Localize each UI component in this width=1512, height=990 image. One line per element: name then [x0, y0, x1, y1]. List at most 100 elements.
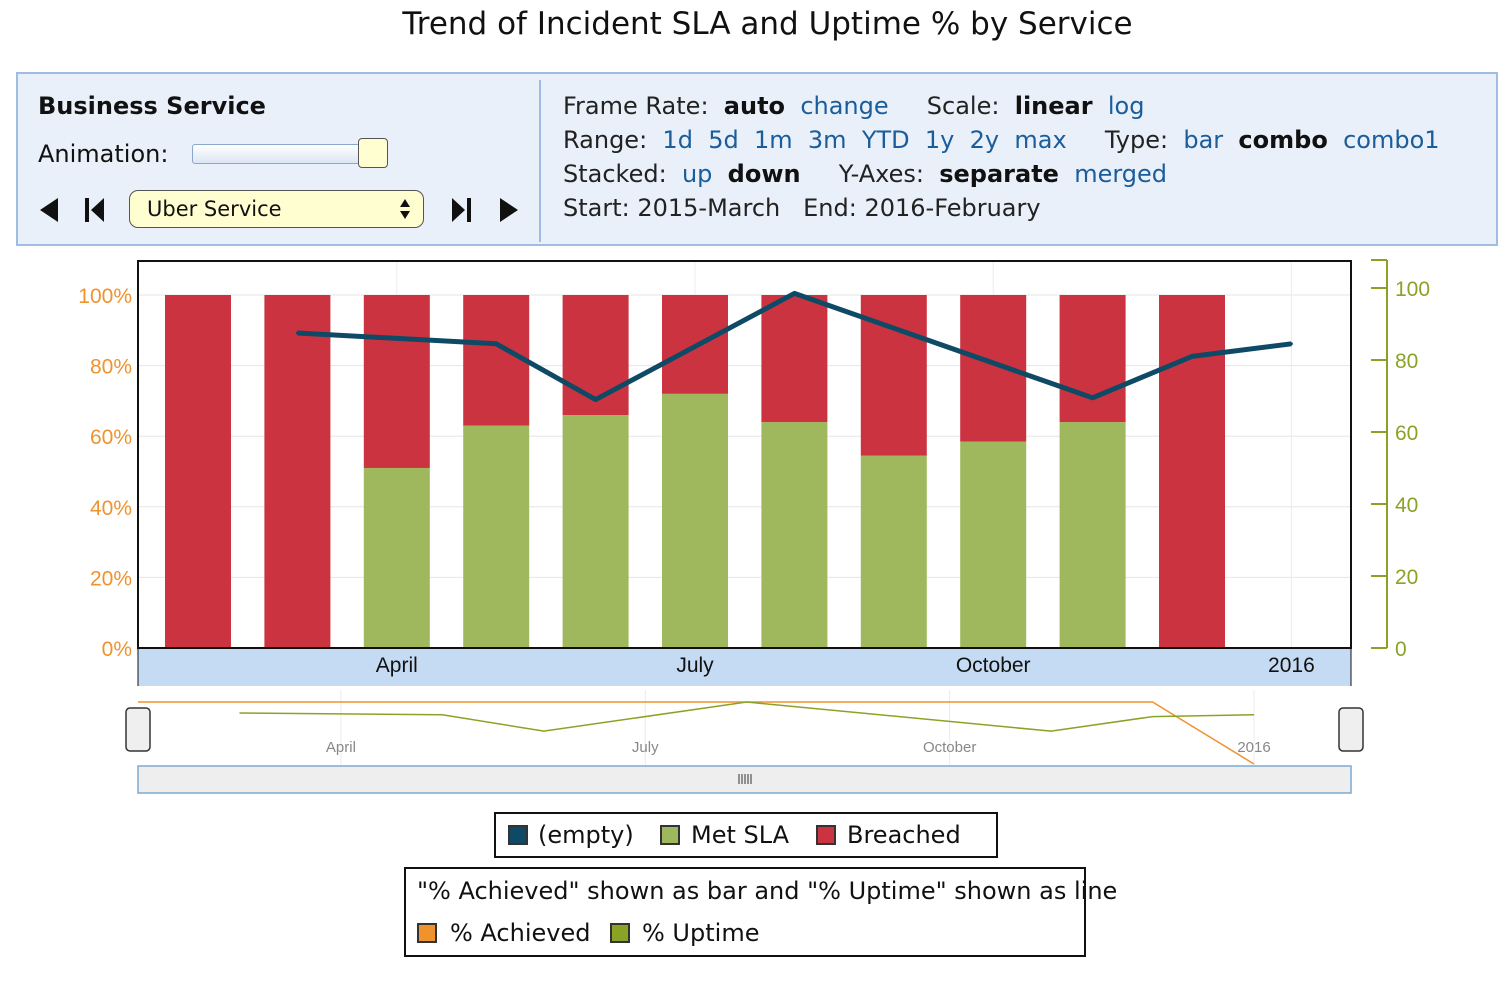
left-axis: 0% 20% 40% 60% 80% 100%: [78, 285, 132, 661]
scale-log-link[interactable]: log: [1107, 92, 1145, 120]
x-tick-label: July: [676, 654, 714, 677]
line-point: [792, 291, 796, 295]
select-arrows-icon: [400, 199, 410, 219]
last-frame-icon[interactable]: [446, 194, 476, 226]
next-icon[interactable]: [492, 194, 522, 226]
navigator-lines: [138, 701, 1255, 765]
end-date: End: 2016-February: [803, 194, 1041, 222]
bar-breached: [1059, 295, 1126, 423]
range-option[interactable]: 1y: [924, 126, 955, 154]
business-service-heading: Business Service: [38, 92, 266, 120]
x-tick-label: October: [956, 654, 1031, 677]
frame-scale-row: Frame Rate: auto change Scale: linear lo…: [563, 92, 1144, 120]
range-option[interactable]: 5d: [708, 126, 739, 154]
bar-met-sla: [662, 393, 728, 648]
bar-breached: [761, 295, 828, 423]
bar-breached: [562, 295, 629, 416]
line-point: [494, 342, 498, 346]
frame-rate-label: Frame Rate:: [563, 92, 709, 120]
line-point: [1190, 354, 1194, 358]
navigator-tick-labels: April July October 2016: [326, 739, 1271, 756]
bar-breached: [165, 295, 231, 648]
legend-swatch-empty: [508, 825, 528, 845]
bar-met-sla: [562, 415, 629, 648]
type-combo1-link[interactable]: combo1: [1343, 126, 1440, 154]
type-label: Type:: [1104, 126, 1169, 154]
navigator-uptime-line: [239, 701, 1255, 732]
frame-rate-change-link[interactable]: change: [800, 92, 889, 120]
range-option[interactable]: 1d: [662, 126, 693, 154]
line-point: [1289, 342, 1293, 346]
bar-breached: [1159, 295, 1225, 648]
range-option[interactable]: 2y: [969, 126, 1000, 154]
scale-selected: linear: [1014, 92, 1093, 120]
range-option[interactable]: 1m: [753, 126, 793, 154]
stacked-selected: down: [727, 160, 801, 188]
bar-breached: [363, 295, 430, 468]
bar-met-sla: [960, 441, 1027, 648]
stacked-label: Stacked:: [563, 160, 667, 188]
navigator-tick-label: April: [326, 739, 356, 756]
type-bar-link[interactable]: bar: [1183, 126, 1224, 154]
legend-swatch-breached: [816, 825, 836, 845]
left-axis-tick-label: 100%: [78, 285, 132, 308]
scale-label: Scale:: [926, 92, 1000, 120]
legend-label-uptime: % Uptime: [642, 919, 760, 947]
legend-swatch-uptime: [610, 923, 630, 943]
legend-swatch-met-sla: [660, 825, 680, 845]
chart-title: Trend of Incident SLA and Uptime % by Se…: [402, 6, 1133, 42]
legend-swatch-achieved: [417, 923, 437, 943]
panel-divider: [539, 80, 541, 242]
line-point: [594, 398, 598, 402]
animation-slider-handle[interactable]: [358, 138, 388, 168]
bar-met-sla: [860, 455, 927, 648]
left-axis-tick-label: 20%: [90, 567, 132, 590]
bars-layer: [165, 295, 1225, 648]
bar-breached: [264, 295, 331, 648]
scrollbar-grip-icon: [738, 774, 752, 784]
right-axis-tick-label: 80: [1395, 350, 1418, 373]
service-select-value: Uber Service: [147, 197, 282, 221]
range-option[interactable]: YTD: [861, 126, 910, 154]
legend-label-empty: (empty): [538, 821, 634, 849]
animation-label: Animation:: [38, 140, 169, 168]
overview-legend: "% Achieved" shown as bar and "% Uptime"…: [404, 867, 1117, 957]
navigator-left-handle[interactable]: [125, 707, 151, 752]
bar-met-sla: [463, 425, 530, 648]
x-tick-label: April: [376, 654, 418, 677]
type-selected: combo: [1238, 126, 1328, 154]
y-axes-merged-link[interactable]: merged: [1074, 160, 1168, 188]
overview-note-text: "% Achieved" shown as bar and "% Uptime"…: [417, 877, 1118, 905]
range-option[interactable]: max: [1014, 126, 1067, 154]
stacked-axes-row: Stacked: up down Y-Axes: separate merged: [563, 160, 1167, 188]
navigator-tick-label: October: [923, 739, 976, 756]
navigator-tick-label: 2016: [1237, 739, 1270, 756]
plot-area: [138, 261, 1351, 648]
left-axis-tick-label: 0%: [102, 638, 132, 661]
y-axes-selected: separate: [939, 160, 1059, 188]
control-panel: Business Service Animation: Uber Service…: [16, 72, 1498, 246]
x-tick-label: 2016: [1268, 654, 1315, 677]
right-axis-tick-label: 20: [1395, 566, 1418, 589]
right-axis-tick-label: 60: [1395, 422, 1418, 445]
navigator-achieved-line: [138, 701, 1255, 765]
line-point: [295, 331, 299, 335]
date-range-row: Start: 2015-March End: 2016-February: [563, 194, 1041, 222]
x-axis-band: [138, 648, 1351, 686]
y-axes-label: Y-Axes:: [838, 160, 924, 188]
navigator-right-handle[interactable]: [1338, 707, 1364, 752]
line-point: [1091, 396, 1095, 400]
service-select[interactable]: Uber Service: [129, 190, 424, 228]
first-frame-icon[interactable]: [80, 194, 110, 226]
range-label: Range:: [563, 126, 648, 154]
previous-icon[interactable]: [36, 194, 66, 226]
right-axis: 0 20 40 60 80 100: [1371, 259, 1430, 661]
navigator-tick-label: July: [632, 739, 659, 756]
range-option[interactable]: 3m: [807, 126, 847, 154]
bar-met-sla: [1059, 422, 1126, 648]
left-axis-tick-label: 40%: [90, 497, 132, 520]
stacked-up-link[interactable]: up: [681, 160, 713, 188]
left-axis-tick-label: 80%: [90, 356, 132, 379]
legend-label-met-sla: Met SLA: [691, 821, 790, 849]
right-axis-tick-label: 0: [1395, 638, 1407, 661]
